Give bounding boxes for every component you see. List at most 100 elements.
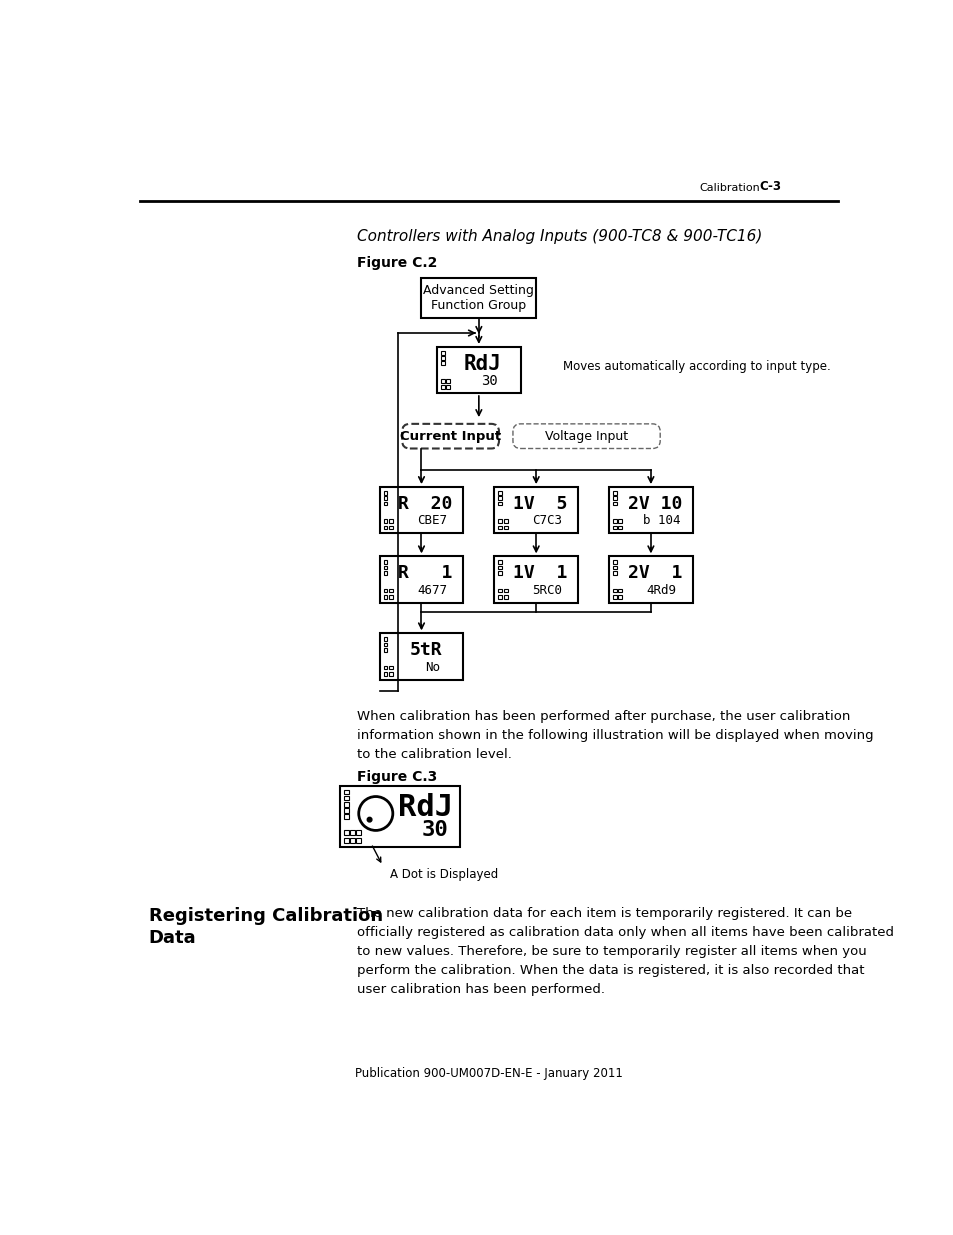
Bar [497, 490, 501, 495]
Bar [446, 385, 450, 389]
Text: The new calibration data for each item is temporarily registered. It can be
offi: The new calibration data for each item i… [356, 906, 893, 995]
Bar [389, 520, 393, 524]
Bar [389, 672, 393, 676]
Bar [383, 648, 387, 652]
Bar [344, 795, 348, 800]
Bar [383, 589, 387, 593]
Bar [383, 672, 387, 676]
Bar [497, 595, 501, 599]
Bar [421, 278, 536, 317]
Text: 5tR: 5tR [409, 641, 441, 659]
Bar [612, 595, 617, 599]
Bar [612, 561, 617, 564]
Text: Moves automatically according to input type.: Moves automatically according to input t… [562, 359, 830, 373]
FancyBboxPatch shape [402, 424, 498, 448]
Text: 2V 10: 2V 10 [627, 495, 681, 513]
Text: 1V  1: 1V 1 [513, 564, 567, 583]
Bar [612, 490, 617, 495]
Bar [494, 487, 578, 534]
Bar [497, 571, 501, 574]
Bar [503, 595, 507, 599]
Bar [497, 501, 501, 505]
Bar [440, 362, 444, 366]
Bar [344, 830, 348, 835]
FancyBboxPatch shape [513, 424, 659, 448]
Bar [618, 520, 621, 524]
Bar [350, 830, 355, 835]
Text: 2V  1: 2V 1 [627, 564, 681, 583]
Bar [440, 351, 444, 354]
Bar [383, 566, 387, 569]
Bar [383, 571, 387, 574]
Bar [344, 814, 348, 819]
Bar [503, 526, 507, 530]
Text: Controllers with Analog Inputs (900-TC8 & 900-TC16): Controllers with Analog Inputs (900-TC8 … [356, 228, 761, 245]
Bar [389, 666, 393, 669]
Bar [389, 526, 393, 530]
Bar [440, 356, 444, 359]
Text: 30: 30 [481, 373, 497, 388]
Text: Figure C.2: Figure C.2 [356, 256, 437, 270]
Bar [436, 347, 520, 393]
Bar [344, 839, 348, 842]
Bar [612, 571, 617, 574]
Bar [612, 496, 617, 500]
Bar [379, 556, 463, 603]
Bar [350, 839, 355, 842]
Text: Voltage Input: Voltage Input [544, 430, 627, 442]
Text: Figure C.3: Figure C.3 [356, 771, 437, 784]
Text: Current Input: Current Input [399, 430, 500, 442]
Bar [440, 385, 444, 389]
Bar [383, 637, 387, 641]
Text: Calibration: Calibration [699, 183, 759, 193]
Text: Advanced Setting
Function Group: Advanced Setting Function Group [423, 284, 534, 311]
Bar [344, 802, 348, 806]
Bar [383, 520, 387, 524]
Bar [494, 556, 578, 603]
Bar [383, 490, 387, 495]
Text: 4677: 4677 [417, 583, 447, 597]
Bar [618, 526, 621, 530]
Bar [503, 589, 507, 593]
Bar [389, 595, 393, 599]
Text: RdJ: RdJ [463, 354, 501, 374]
Bar [383, 501, 387, 505]
Bar [379, 487, 463, 534]
Bar [503, 520, 507, 524]
Bar [612, 526, 617, 530]
Bar [383, 666, 387, 669]
Bar [497, 520, 501, 524]
Text: b 104: b 104 [642, 514, 679, 527]
Bar [497, 566, 501, 569]
Text: Publication 900-UM007D-EN-E - January 2011: Publication 900-UM007D-EN-E - January 20… [355, 1067, 622, 1079]
Text: 1V  5: 1V 5 [513, 495, 567, 513]
Bar [383, 496, 387, 500]
Bar [612, 520, 617, 524]
Text: R   1: R 1 [398, 564, 453, 583]
Circle shape [358, 797, 393, 830]
Text: RdJ: RdJ [397, 793, 453, 821]
Bar [618, 595, 621, 599]
Bar [497, 561, 501, 564]
Bar [344, 789, 348, 794]
Circle shape [367, 818, 372, 823]
Text: A Dot is Displayed: A Dot is Displayed [390, 868, 498, 881]
Text: 4Rd9: 4Rd9 [646, 583, 676, 597]
Bar [440, 379, 444, 383]
Bar [497, 496, 501, 500]
Bar [383, 642, 387, 646]
Bar [379, 634, 463, 679]
Text: Registering Calibration
Data: Registering Calibration Data [149, 906, 382, 947]
Bar [356, 839, 360, 842]
Bar [383, 595, 387, 599]
Bar [497, 526, 501, 530]
Text: CBE7: CBE7 [417, 514, 447, 527]
Text: R  20: R 20 [398, 495, 453, 513]
Text: When calibration has been performed after purchase, the user calibration
informa: When calibration has been performed afte… [356, 710, 873, 761]
Bar [344, 808, 348, 813]
Bar [608, 556, 692, 603]
Bar [618, 589, 621, 593]
Bar [340, 785, 459, 847]
Text: 30: 30 [421, 820, 448, 840]
Bar [612, 566, 617, 569]
